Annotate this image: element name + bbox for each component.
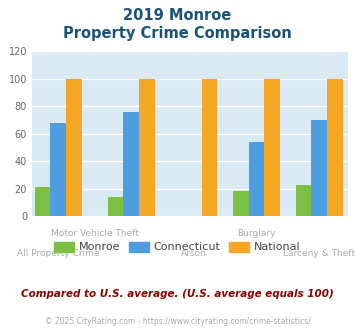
Bar <box>66 79 82 216</box>
Text: Motor Vehicle Theft: Motor Vehicle Theft <box>51 229 138 238</box>
Bar <box>264 79 280 216</box>
Text: 2019 Monroe: 2019 Monroe <box>124 8 231 23</box>
Text: All Property Crime: All Property Crime <box>17 249 99 258</box>
Text: Arson: Arson <box>181 249 207 258</box>
Bar <box>327 79 343 216</box>
Bar <box>311 120 327 216</box>
Bar <box>34 187 50 216</box>
Text: © 2025 CityRating.com - https://www.cityrating.com/crime-statistics/: © 2025 CityRating.com - https://www.city… <box>45 317 310 326</box>
Bar <box>296 184 311 216</box>
Text: Property Crime Comparison: Property Crime Comparison <box>63 26 292 41</box>
Bar <box>108 197 123 216</box>
Bar <box>123 112 139 216</box>
Text: Larceny & Theft: Larceny & Theft <box>283 249 355 258</box>
Bar <box>202 79 217 216</box>
Text: Compared to U.S. average. (U.S. average equals 100): Compared to U.S. average. (U.S. average … <box>21 289 334 299</box>
Bar <box>139 79 155 216</box>
Bar <box>233 191 248 216</box>
Bar <box>248 142 264 216</box>
Text: Burglary: Burglary <box>237 229 276 238</box>
Bar <box>50 123 66 216</box>
Legend: Monroe, Connecticut, National: Monroe, Connecticut, National <box>50 237 305 257</box>
